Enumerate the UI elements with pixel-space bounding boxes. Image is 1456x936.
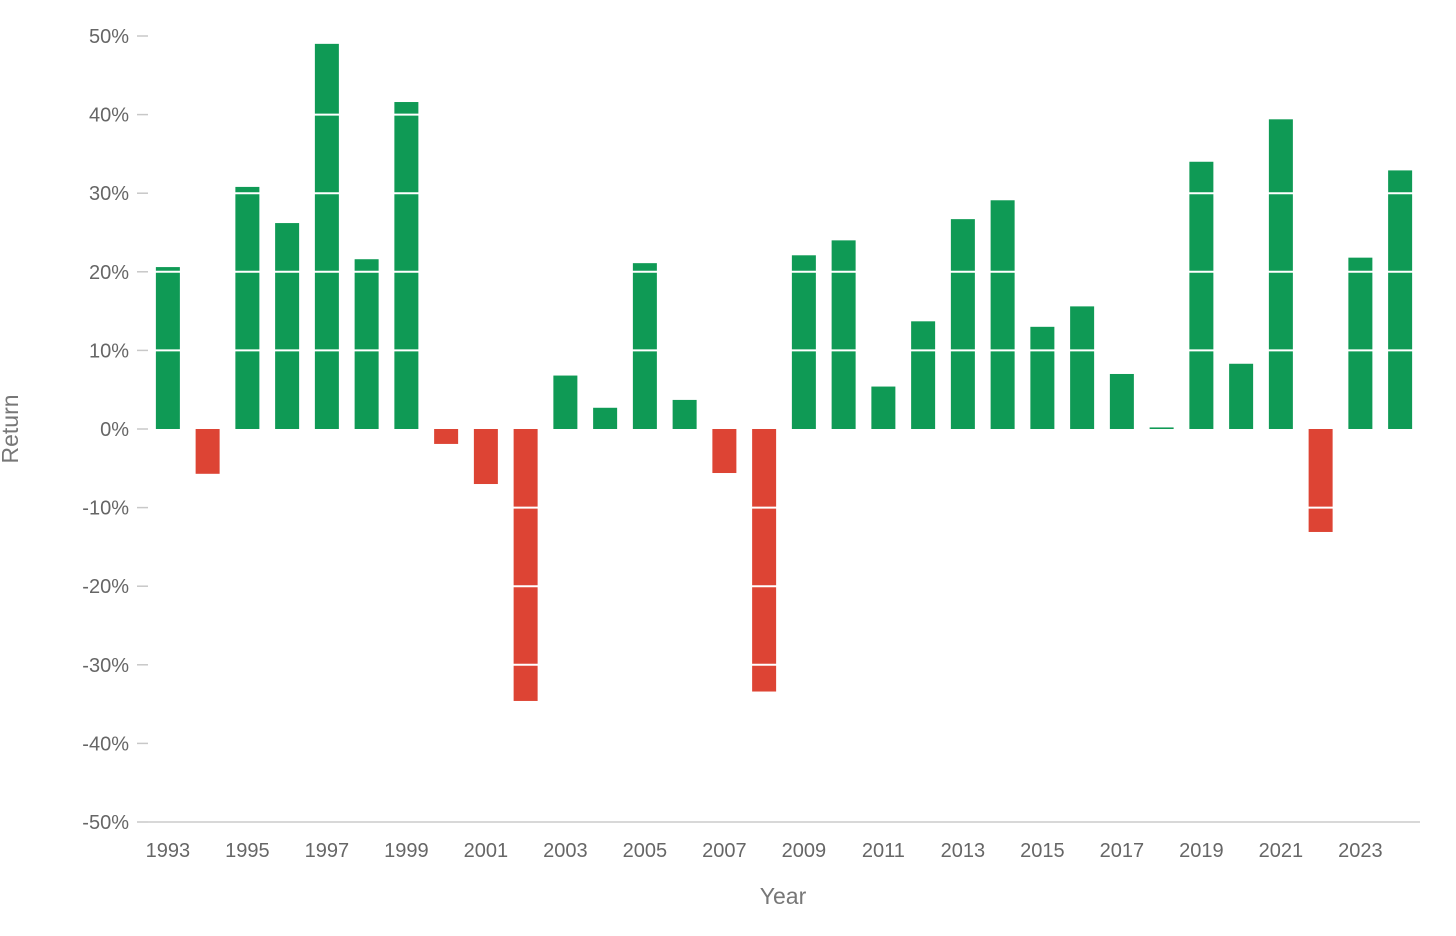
y-tick-label: 10% (89, 340, 129, 362)
bar-1993 (155, 267, 180, 429)
bar-2008 (752, 429, 777, 692)
bar-1999 (394, 102, 419, 430)
y-tick-label: -20% (82, 576, 129, 598)
bar-2011 (871, 386, 896, 429)
x-tick-label: 2005 (623, 840, 668, 862)
bar-2015 (1030, 326, 1055, 429)
bar-2014 (990, 200, 1015, 429)
bar-1998 (354, 259, 379, 429)
bar-2019 (1189, 161, 1214, 429)
bar-2021 (1268, 119, 1293, 429)
bar-1997 (314, 43, 339, 430)
bar-2006 (672, 399, 697, 429)
bar-2017 (1109, 373, 1134, 429)
y-axis-title: Return (0, 394, 23, 463)
bar-1995 (235, 186, 260, 429)
x-tick-label: 2003 (543, 840, 588, 862)
bar-2001 (473, 429, 498, 485)
x-tick-label: 1993 (146, 840, 191, 862)
bar-2005 (632, 263, 657, 429)
y-axis: 50% 40% 30% 20% 10% 0% -10% -20% -30% -40% -50% (82, 26, 148, 834)
bar-2012 (911, 321, 936, 429)
y-tick-label: 50% (89, 26, 129, 48)
x-tick-label: 2007 (702, 840, 747, 862)
x-axis-title: Year (760, 883, 807, 909)
bar-2024 (1388, 170, 1413, 429)
y-tick-label: 20% (89, 262, 129, 284)
x-tick-label: 1995 (225, 840, 270, 862)
x-tick-label: 2021 (1259, 840, 1304, 862)
bar-2003 (553, 375, 578, 429)
bar-2004 (593, 407, 618, 429)
bar-2023 (1348, 257, 1373, 429)
y-tick-label: -30% (82, 655, 129, 677)
y-tick-label: -10% (82, 498, 129, 520)
x-tick-label: 2009 (782, 840, 827, 862)
x-tick-label: 2019 (1179, 840, 1224, 862)
bar-2016 (1070, 306, 1095, 429)
bar-2010 (831, 240, 856, 429)
bar-1996 (275, 223, 300, 429)
x-axis: 1993 1995 1997 1999 2001 2003 2005 2007 2009 2011… (146, 821, 1420, 862)
x-tick-label: 1999 (384, 840, 429, 862)
x-tick-label: 2015 (1020, 840, 1065, 862)
bar-2000 (434, 429, 459, 444)
bar-2002 (513, 429, 538, 701)
y-tick-label: -50% (82, 812, 129, 834)
bar-2013 (950, 219, 975, 429)
x-tick-label: 2023 (1338, 840, 1383, 862)
bar-2009 (791, 255, 816, 429)
y-tick-label: 30% (89, 183, 129, 205)
x-tick-label: 2011 (862, 840, 905, 862)
x-tick-label: 2017 (1100, 840, 1145, 862)
x-tick-label: 1997 (305, 840, 350, 862)
x-tick-label: 2001 (464, 840, 509, 862)
bar-2007 (712, 429, 737, 474)
bar-2022 (1308, 429, 1333, 532)
x-tick-label: 2013 (941, 840, 986, 862)
bars-group (155, 43, 1413, 701)
bar-1994 (195, 429, 220, 474)
y-tick-label: 40% (89, 105, 129, 127)
bar-2018 (1149, 427, 1174, 429)
bar-2020 (1229, 363, 1254, 429)
y-tick-label: -40% (82, 733, 129, 755)
y-tick-label: 0% (100, 419, 129, 441)
